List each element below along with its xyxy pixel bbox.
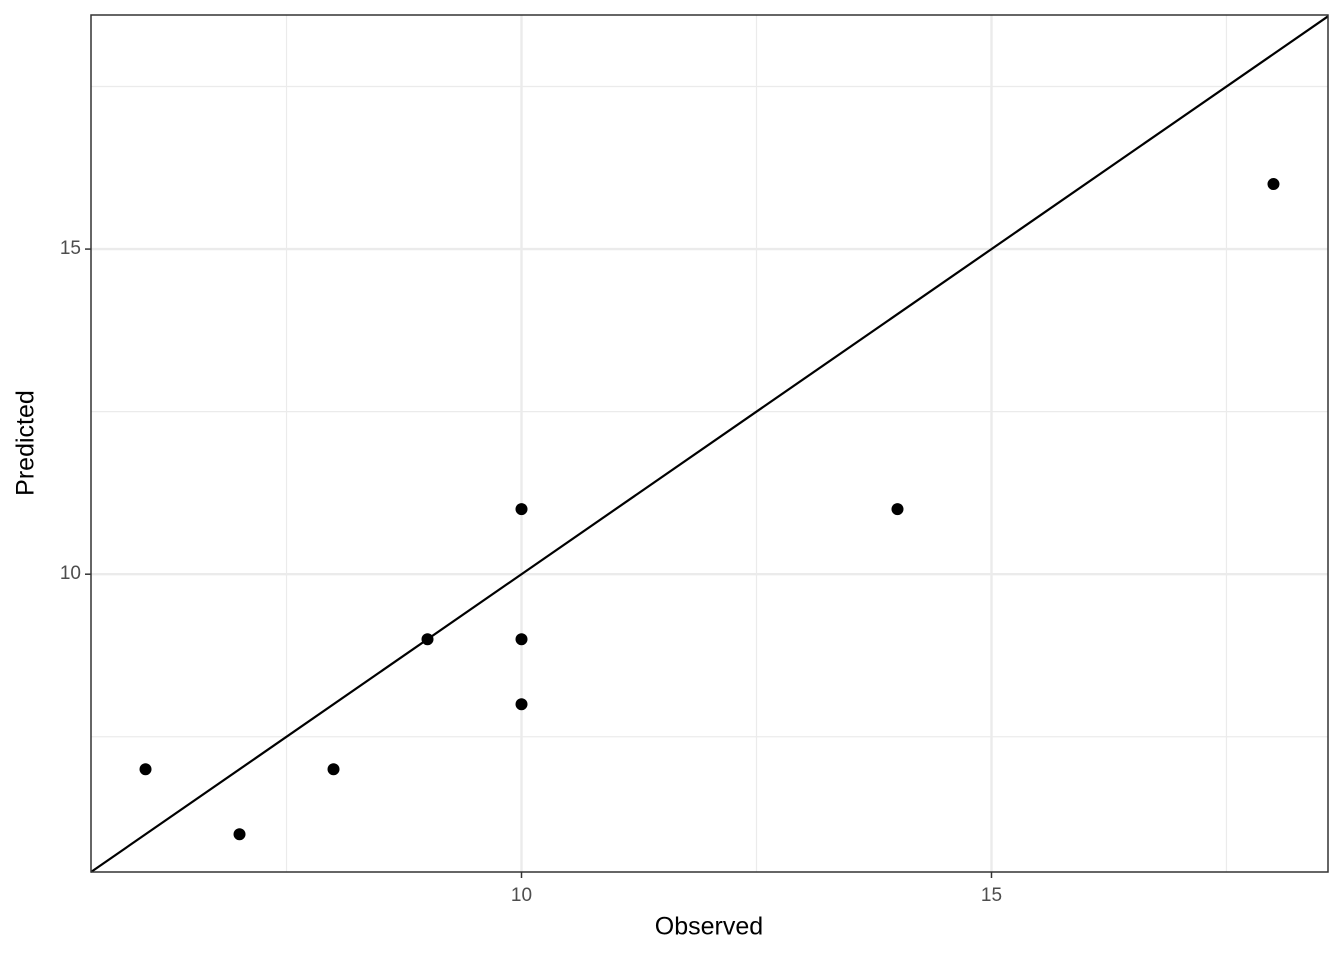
- point: [515, 633, 528, 646]
- point: [139, 763, 152, 776]
- y-axis-title: Predicted: [12, 390, 40, 496]
- plot-border: [90, 14, 1329, 873]
- point: [891, 503, 904, 516]
- point: [515, 503, 528, 516]
- point: [421, 633, 434, 646]
- x-tick-label: 15: [981, 885, 1002, 906]
- y-tick-label: 10: [60, 563, 81, 584]
- y-tick-label: 15: [60, 238, 81, 259]
- point: [1267, 178, 1280, 191]
- identity-line: [90, 15, 1329, 873]
- point: [327, 763, 340, 776]
- point: [233, 828, 246, 841]
- x-tick-label: 10: [511, 885, 532, 906]
- point: [515, 698, 528, 711]
- x-axis-title: Observed: [655, 913, 763, 941]
